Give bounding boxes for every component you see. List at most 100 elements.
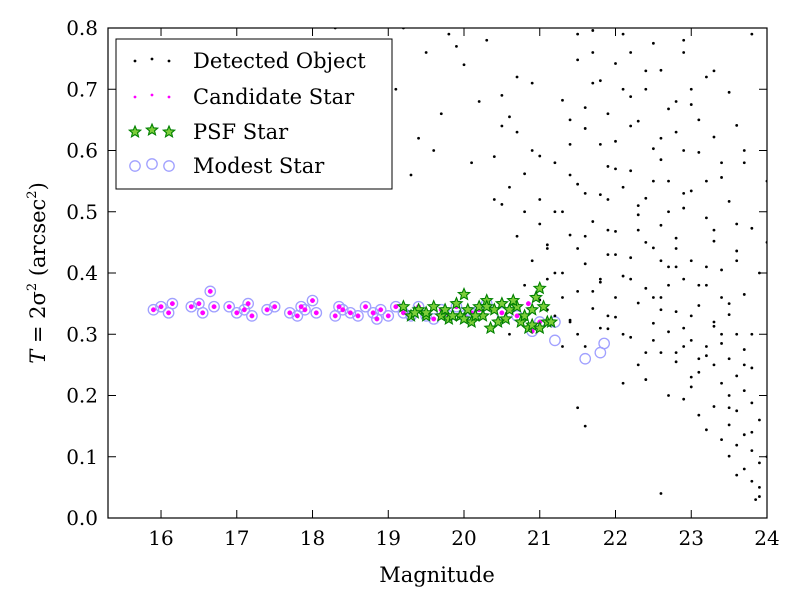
psf-star-point — [494, 296, 509, 310]
candidate-star-point — [514, 313, 520, 319]
detected-object-point — [712, 228, 716, 232]
detected-object-point — [576, 247, 580, 250]
detected-object-point — [651, 246, 655, 250]
detected-object-point — [409, 173, 413, 177]
detected-object-point — [530, 259, 534, 263]
candidate-star-point — [431, 316, 437, 322]
y-axis-title: T = 2σ2 (arcsec2) — [25, 182, 50, 364]
detected-object-point — [705, 428, 708, 432]
detected-object-point — [682, 38, 686, 42]
legend-symbol-psf-star — [127, 122, 177, 139]
legend-marker — [144, 122, 160, 137]
modest-star-point — [166, 297, 179, 310]
detected-object-point — [682, 326, 686, 330]
detected-object-point — [674, 351, 678, 355]
detected-object-point — [576, 289, 580, 293]
modest-star-point — [367, 306, 379, 319]
detected-object-point — [583, 345, 587, 348]
y-axis-title-eq-sup: 2 — [25, 283, 40, 291]
detected-object-point — [583, 424, 587, 428]
detected-object-point — [742, 433, 746, 437]
detected-object-point — [598, 79, 602, 83]
modest-star-point — [359, 300, 372, 313]
detected-object-point — [720, 161, 723, 165]
detected-object-point — [697, 304, 701, 307]
detected-object-point — [523, 210, 527, 214]
detected-object-point — [742, 389, 746, 392]
psf-star-point — [426, 299, 441, 313]
detected-object-point — [644, 351, 648, 355]
candidate-star-point — [393, 304, 399, 310]
candidate-star-point — [313, 310, 319, 316]
detected-object-point — [523, 172, 527, 176]
detected-object-point — [598, 142, 602, 146]
detected-object-point — [508, 332, 511, 336]
detected-object-point — [735, 332, 739, 336]
detected-object-point — [591, 220, 595, 223]
detected-object-point — [538, 222, 542, 226]
detected-object-point — [629, 256, 633, 260]
modest-star-point — [242, 297, 254, 310]
detected-object-point — [629, 169, 633, 173]
detected-object-point — [621, 381, 625, 385]
candidate-star-point — [287, 310, 293, 316]
detected-object-point — [576, 332, 580, 336]
x-tick-label: 23 — [679, 526, 704, 550]
detected-object-point — [727, 423, 731, 427]
candidate-star-point — [332, 313, 338, 319]
psf-star-point — [419, 305, 434, 319]
detected-object-point — [674, 265, 678, 269]
detected-object-point — [583, 191, 587, 195]
legend-symbol-candidate-star — [133, 93, 171, 99]
psf-star-point — [532, 280, 547, 295]
legend-symbol-modest-star — [129, 158, 175, 172]
candidate-star-point — [188, 304, 194, 310]
detected-object-point — [750, 366, 754, 370]
detected-object-point — [545, 243, 549, 247]
detected-object-point — [712, 405, 716, 408]
x-tick-label: 20 — [451, 526, 476, 550]
detected-object-point — [750, 430, 754, 434]
detected-object-point — [667, 283, 670, 287]
candidate-star-point — [196, 301, 202, 307]
detected-object-point — [674, 236, 678, 240]
detected-object-point — [705, 283, 708, 287]
detected-object-point — [735, 443, 739, 447]
legend-marker — [161, 124, 177, 139]
detected-object-point — [750, 332, 754, 336]
detected-object-point — [720, 268, 723, 272]
modest-star-point — [238, 303, 251, 316]
detected-object-point — [659, 308, 663, 312]
y-tick-label: 0.5 — [66, 200, 98, 224]
candidate-star-point — [336, 304, 342, 310]
candidate-star-point — [525, 301, 531, 307]
detected-object-point — [644, 69, 648, 73]
detected-object-point — [697, 370, 701, 374]
detected-object-point — [561, 210, 564, 214]
detected-object-point — [606, 198, 610, 201]
detected-object-point — [659, 68, 663, 72]
detected-object-point — [644, 240, 648, 244]
detected-object-point — [667, 107, 670, 111]
detected-object-point — [712, 324, 716, 328]
candidate-star-point — [374, 316, 380, 322]
detected-object-point — [614, 253, 617, 257]
detected-object-point — [455, 44, 458, 48]
detected-object-point — [742, 149, 746, 152]
candidate-star-point — [211, 304, 217, 310]
detected-object-point — [735, 259, 739, 263]
detected-object-point — [644, 378, 648, 381]
detected-object-point — [659, 223, 663, 227]
detected-object-point — [667, 265, 670, 269]
detected-object-point — [689, 259, 693, 263]
modest-star-point — [295, 300, 308, 313]
y-tick-label: 0.7 — [66, 77, 98, 101]
modest-star-point — [246, 310, 258, 322]
detected-object-point — [621, 332, 625, 336]
detected-object-point — [606, 314, 610, 318]
detected-object-point — [742, 161, 746, 165]
detected-object-point — [598, 326, 602, 330]
detected-object-point — [636, 228, 640, 232]
detected-object-point — [523, 283, 527, 287]
